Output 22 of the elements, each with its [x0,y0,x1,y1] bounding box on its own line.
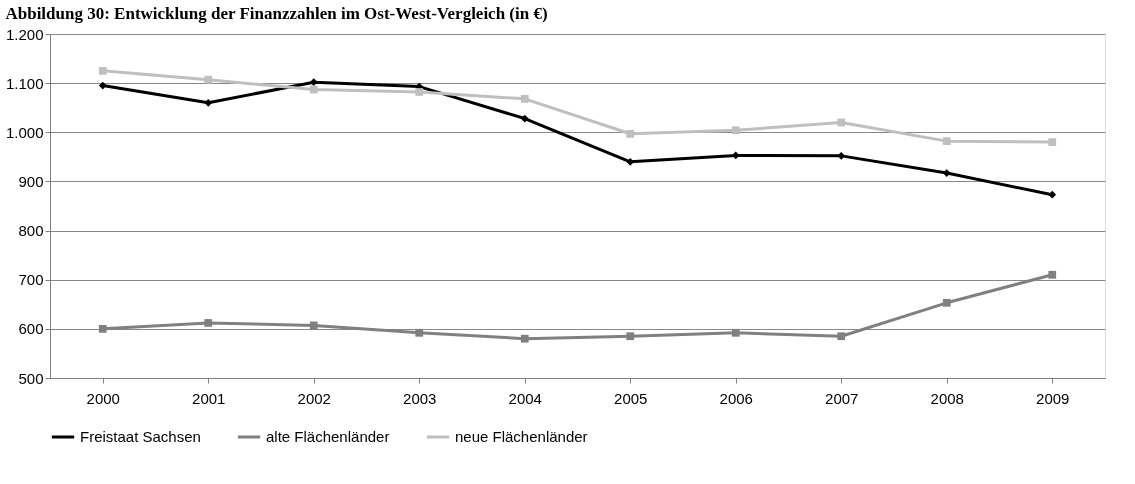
y-tick-label: 500 [18,369,44,387]
x-tick-label: 2008 [930,389,964,407]
y-tick-label: 1.000 [5,123,44,141]
y-tick-label: 800 [18,222,44,240]
x-tick-label: 2001 [192,389,226,407]
y-tick-label: 1.100 [5,74,44,92]
y-tick-label: 700 [18,271,44,289]
x-tick-label: 2007 [825,389,859,407]
x-tick-label: 2005 [614,389,648,407]
x-tick-label: 2000 [86,389,120,407]
x-tick-label: 2009 [1036,389,1070,407]
x-tick-label: 2004 [508,389,542,407]
chart-title: Abbildung 30: Entwicklung der Finanzzahlen im Ost-West-Vergleich (in €) [5,4,548,23]
x-tick-label: 2006 [719,389,753,407]
legend-label: alte Flächenländer [266,428,390,445]
legend-label: neue Flächenländer [455,428,588,445]
y-tick-label: 900 [18,172,44,190]
x-tick-label: 2002 [297,389,331,407]
y-tick-label: 1.200 [5,25,44,43]
y-tick-label: 600 [18,320,44,338]
legend-label: Freistaat Sachsen [80,428,201,445]
x-tick-label: 2003 [403,389,437,407]
